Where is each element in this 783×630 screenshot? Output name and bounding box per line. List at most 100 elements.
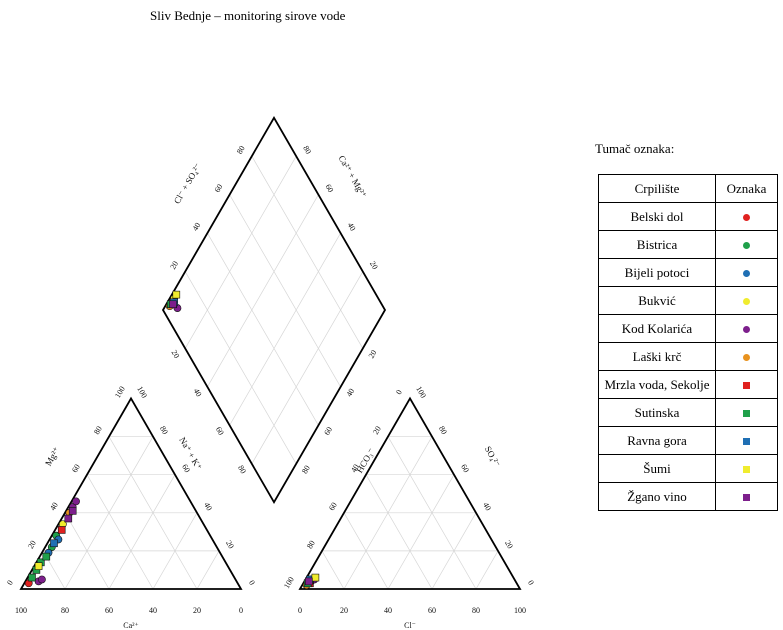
cation-right-tick: 20	[224, 539, 236, 550]
anion-bottom-tick: 40	[384, 606, 392, 615]
anion-bottom-tick: 0	[298, 606, 302, 615]
square-marker-icon	[743, 381, 750, 389]
cation-bottom-tick: 100	[15, 606, 27, 615]
anion-bottom-tick: 80	[472, 606, 480, 615]
legend-row: Sutinska	[598, 398, 778, 427]
legend-heading: Tumač oznaka:	[595, 141, 675, 156]
legend-col-site: Crpilište	[598, 174, 716, 203]
cation-right-tick: 100	[135, 385, 149, 400]
grid-line	[86, 474, 154, 590]
legend-site-name: Kod Kolarića	[598, 314, 716, 343]
grid-line	[365, 474, 433, 590]
square-marker-icon	[743, 409, 750, 417]
cation-right-tick: 0	[247, 579, 257, 587]
legend-site-name: Ravna gora	[598, 426, 716, 455]
grid-line	[207, 232, 319, 426]
cation-bottom-tick: 0	[239, 606, 243, 615]
legend-marker-cell	[715, 398, 778, 427]
diamond-upper-right-tick: 80	[301, 144, 313, 155]
diamond-upper-left-tick: 80	[235, 144, 247, 155]
data-points	[24, 290, 320, 590]
grid-line	[184, 271, 297, 464]
anion-triangle	[298, 396, 522, 590]
square-marker-icon	[743, 465, 750, 473]
cation-left-axis-label: Mg²⁺	[43, 445, 62, 467]
cation-data-point	[57, 526, 66, 534]
legend-site-name: Žgano vino	[598, 482, 716, 511]
grid-line	[196, 550, 220, 590]
cation-triangle	[19, 396, 243, 590]
grid-line	[251, 271, 364, 464]
cation-left-tick: 100	[113, 385, 127, 400]
legend-row: Kod Kolarića	[598, 314, 778, 343]
anion-right-tick: 80	[437, 425, 449, 436]
diamond-lower-left-tick: 40	[192, 387, 204, 398]
diamond-lower-right-tick: 20	[367, 348, 379, 359]
legend-marker-cell	[715, 482, 778, 511]
cation-right-tick: 60	[180, 463, 192, 474]
grid-line	[229, 232, 341, 426]
diamond-upper-left-tick: 20	[168, 259, 180, 270]
cation-data-point	[68, 507, 77, 515]
diamond-lower-right-tick: 60	[322, 425, 334, 436]
legend-site-name: Bistrica	[598, 230, 716, 259]
legend-marker-cell	[715, 286, 778, 315]
legend-row: Mrzla voda, Sekolje	[598, 370, 778, 399]
diamond-field	[161, 115, 387, 505]
grid-line	[387, 436, 477, 590]
legend-row: Ravna gora	[598, 426, 778, 455]
legend-row: Žgano vino	[598, 482, 778, 511]
grid-line	[343, 436, 433, 590]
chart-title: Sliv Bednje – monitoring sirove vode	[150, 8, 346, 23]
cation-left-tick: 0	[5, 579, 15, 587]
axis-labels: Ca²⁺ Mg²⁺ Na⁺ + K⁺ Cl⁻ HCO₃⁻ SO₄²⁻ Cl⁻ +…	[43, 154, 502, 630]
anion-data-point	[304, 577, 313, 586]
anion-bottom-tick: 20	[340, 606, 348, 615]
cation-left-tick: 80	[92, 425, 104, 436]
grid-lines	[42, 156, 499, 590]
anion-bottom-axis-label: Cl⁻	[404, 621, 416, 630]
anion-right-tick: 0	[526, 579, 536, 587]
diamond-upper-left-tick: 60	[213, 183, 225, 194]
legend-row: Laški krč	[598, 342, 778, 371]
diamond-data-point	[169, 300, 177, 309]
anion-bottom-tick: 60	[428, 606, 436, 615]
circle-marker-icon	[743, 213, 750, 221]
circle-marker-icon	[743, 297, 750, 305]
cation-data-point	[42, 552, 51, 561]
legend-site-name: Bukvić	[598, 286, 716, 315]
anion-left-tick: 100	[282, 575, 296, 590]
grid-line	[108, 436, 198, 590]
cation-bottom-axis-label: Ca²⁺	[123, 621, 139, 630]
grid-line	[64, 436, 154, 590]
legend-marker-cell	[715, 230, 778, 259]
legend-col-marker: Oznaka	[715, 174, 778, 203]
cation-bottom-tick: 80	[61, 606, 69, 615]
anion-right-tick: 40	[481, 501, 493, 512]
anion-left-tick: 0	[394, 388, 404, 396]
diamond-lower-right-tick: 80	[300, 464, 312, 475]
grid-line	[229, 194, 341, 388]
legend-site-name: Belski dol	[598, 202, 716, 231]
grid-line	[387, 474, 455, 590]
legend-row: Belski dol	[598, 202, 778, 231]
diamond-data-point	[172, 290, 181, 299]
diamond-upper-right-tick: 60	[323, 183, 335, 194]
legend-marker-cell	[715, 426, 778, 455]
square-marker-icon	[743, 437, 750, 445]
grid-line	[475, 550, 499, 590]
legend-row: Šumi	[598, 454, 778, 483]
cation-data-point	[28, 573, 36, 582]
anion-bottom-tick: 100	[514, 606, 526, 615]
legend-row: Bistrica	[598, 230, 778, 259]
diamond-upper-right-tick: 20	[368, 259, 380, 270]
grid-line	[184, 156, 297, 349]
cation-data-point	[38, 575, 46, 584]
anion-right-tick: 100	[414, 385, 428, 400]
legend-site-name: Mrzla voda, Sekolje	[598, 370, 716, 399]
cation-left-tick: 40	[48, 501, 60, 512]
grid-line	[251, 156, 364, 349]
circle-marker-icon	[743, 269, 750, 277]
circle-marker-icon	[743, 353, 750, 361]
